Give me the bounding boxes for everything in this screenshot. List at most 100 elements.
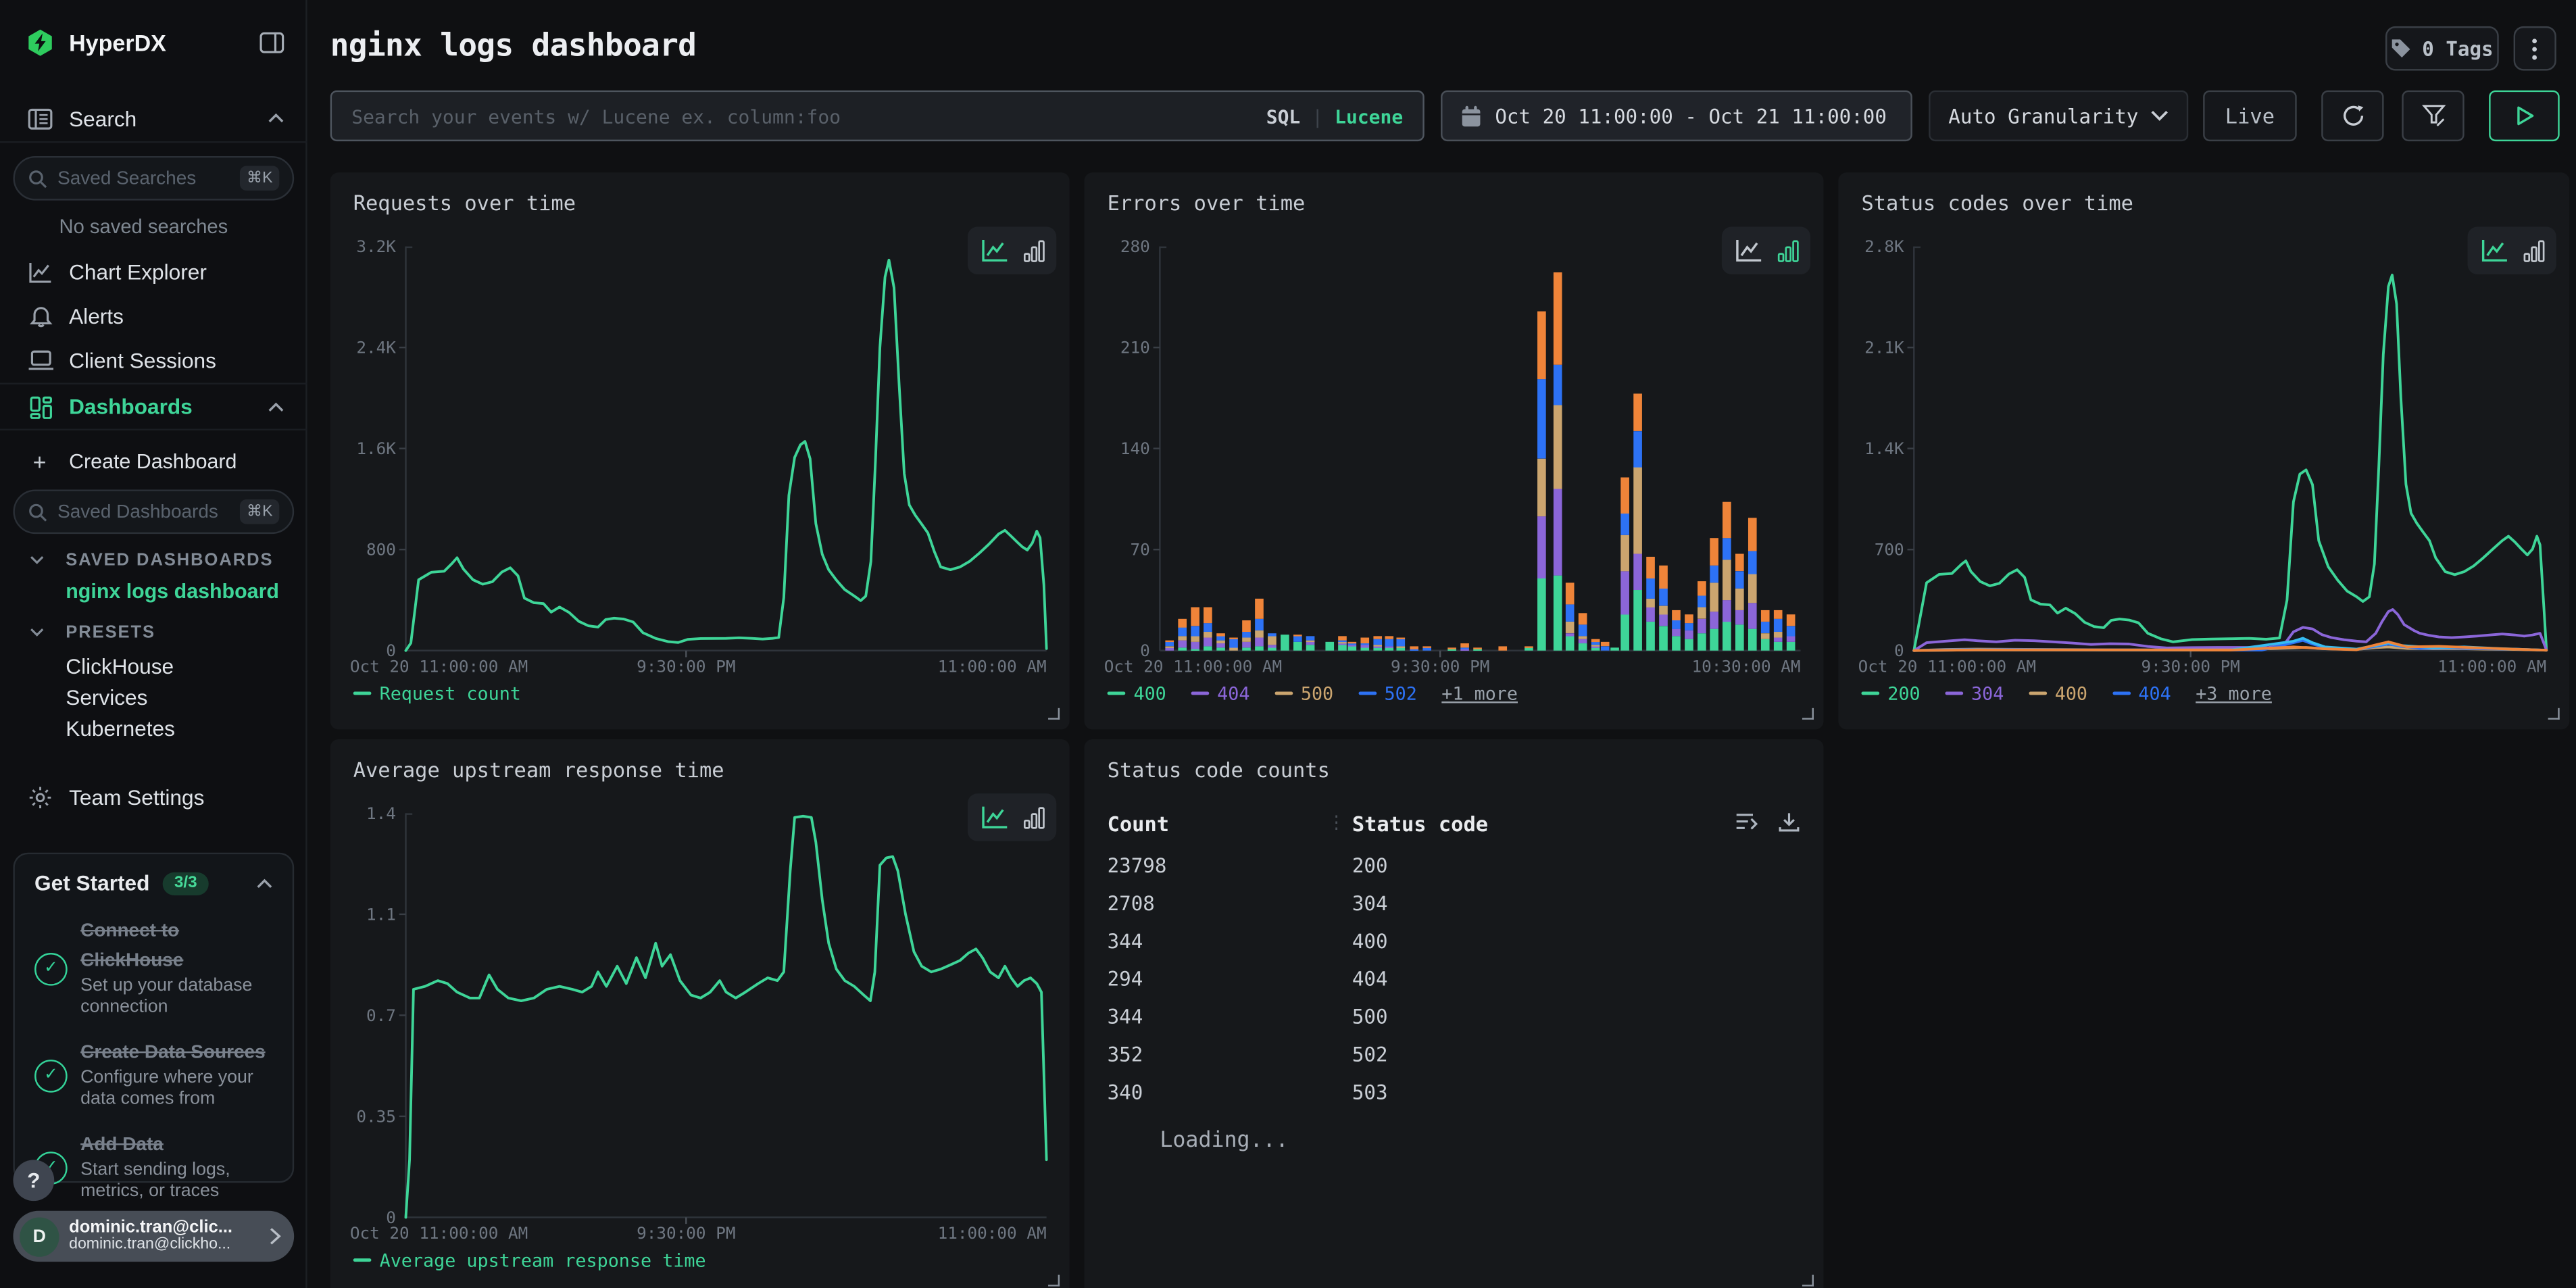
column-drag-handle[interactable]: ⋮ [1327,812,1345,833]
chevron-right-icon [270,1227,281,1245]
cell-status-code: 502 [1352,1043,1388,1066]
column-header-status-code[interactable]: Status code [1352,812,1488,836]
saved-dashboards-group[interactable]: SAVED DASHBOARDS [0,547,307,574]
line-chart-icon[interactable] [2480,239,2508,263]
granularity-select[interactable]: Auto Granularity [1929,91,2188,141]
svg-text:2.1K: 2.1K [1864,338,1904,357]
panel-requests-over-time: Requests over time 08001.6K2.4K3.2K Oct … [330,172,1070,729]
legend-more-link[interactable]: +1 more [1441,683,1518,705]
event-search-input[interactable]: SQL | Lucene [330,91,1425,141]
legend-item: Request count [353,683,521,705]
bar-chart-icon[interactable] [1022,806,1044,828]
bar-chart-icon[interactable] [2523,239,2544,262]
sidebar-item-team-settings[interactable]: Team Settings [0,775,307,820]
x-axis-labels: Oct 20 11:00:00 AM9:30:00 PM10:30:00 AM [1104,659,1804,680]
sidebar-item-dashboards[interactable]: Dashboards [0,385,307,429]
cell-count: 340 [1108,1081,1143,1104]
column-settings-icon[interactable] [1735,812,1761,833]
column-header-count[interactable]: Count [1108,812,1170,836]
live-button[interactable]: Live [2203,91,2297,141]
help-button[interactable]: ? [13,1160,54,1201]
x-tick-mid: 9:30:00 PM [2141,659,2240,677]
shortcut-badge: ⌘K [240,166,279,191]
line-chart-icon[interactable] [1734,239,1762,263]
chart-type-toggle[interactable] [968,793,1056,841]
panel-upstream-response-time: Average upstream response time 00.350.71… [330,739,1070,1288]
calendar-icon [1460,104,1482,127]
download-icon[interactable] [1777,812,1800,833]
saved-dashboards-input[interactable]: ⌘K [13,489,294,534]
chart-type-toggle[interactable] [968,226,1056,274]
chevron-up-icon [268,114,284,124]
step-title: Add Data [80,1135,164,1154]
bar-chart-icon[interactable] [1022,239,1044,262]
user-menu[interactable]: D dominic.tran@clic... dominic.tran@clic… [13,1211,294,1262]
get-started-step[interactable]: ✓ Connect to ClickHouse Set up your data… [34,915,273,1020]
resize-handle[interactable] [1048,708,1060,720]
saved-searches-field[interactable] [57,168,240,188]
legend-more-link[interactable]: +3 more [2196,683,2272,705]
chart-type-toggle[interactable] [2468,226,2556,274]
saved-searches-input[interactable]: ⌘K [13,156,294,201]
collapse-sidebar-icon[interactable] [259,32,284,53]
create-dashboard-button[interactable]: + Create Dashboard [0,441,307,482]
errors-chart[interactable]: 070140210280 [1104,235,1804,659]
plus-icon: + [33,449,47,472]
sql-toggle[interactable]: SQL [1266,104,1301,127]
get-started-header[interactable]: Get Started 3/3 [34,870,273,895]
panel-status-code-counts: Status code counts Count ⋮ Status code 2… [1085,739,1824,1288]
bell-icon [26,304,54,328]
lucene-toggle[interactable]: Lucene [1335,104,1403,127]
bar-chart-icon[interactable] [1777,239,1798,262]
line-chart-icon[interactable] [980,805,1008,829]
line-chart-icon[interactable] [980,239,1008,263]
sidebar-item-nginx-dashboard[interactable]: nginx logs dashboard [66,580,279,603]
cell-count: 344 [1108,930,1143,953]
run-query-button[interactable] [2489,91,2560,141]
get-started-step[interactable]: ✓ Create Data Sources Configure where yo… [34,1037,273,1112]
svg-text:0.35: 0.35 [356,1106,396,1126]
saved-dashboards-field[interactable] [57,502,240,522]
legend-item: 404 [2112,683,2171,705]
resize-handle[interactable] [2548,708,2560,720]
legend-swatch [1358,692,1377,695]
cell-status-code: 404 [1352,968,1388,991]
get-started-step[interactable]: ✓ Add Data Start sending logs, metrics, … [34,1128,273,1203]
requests-chart[interactable]: 08001.6K2.4K3.2K [350,235,1050,659]
presets-group[interactable]: PRESETS [0,620,307,646]
sidebar-item-alerts[interactable]: Alerts [0,294,307,339]
svg-text:1.4K: 1.4K [1864,439,1904,458]
resize-handle[interactable] [1048,1275,1060,1287]
refresh-button[interactable] [2321,91,2383,141]
sidebar-item-clickhouse[interactable]: ClickHouse [66,654,174,678]
date-range-value: Oct 20 11:00:00 - Oct 21 11:00:00 [1495,104,1887,127]
chart-type-toggle[interactable] [1722,226,1810,274]
create-dashboard-label: Create Dashboard [69,449,237,472]
filter-funnel-icon [2421,103,2445,128]
date-range-picker[interactable]: Oct 20 11:00:00 - Oct 21 11:00:00 [1441,91,1912,141]
sidebar-item-kubernetes[interactable]: Kubernetes [66,716,175,741]
user-email: dominic.tran@clickho... [69,1237,270,1256]
sidebar-item-services[interactable]: Services [66,685,147,710]
kebab-menu-button[interactable] [2514,26,2556,71]
sidebar-item-chart-explorer[interactable]: Chart Explorer [0,250,307,295]
resize-handle[interactable] [1802,708,1814,720]
x-tick-right: 11:00:00 AM [938,659,1047,677]
app-window: HyperDX Search ⌘K No saved searches Char… [0,0,2576,1288]
sidebar-item-client-sessions[interactable]: Client Sessions [0,339,307,383]
filter-button[interactable] [2402,91,2464,141]
upstream-chart[interactable]: 00.350.71.11.4 [350,801,1050,1225]
svg-text:1.1: 1.1 [366,904,396,924]
svg-text:280: 280 [1120,237,1150,256]
resize-handle[interactable] [1802,1275,1814,1287]
sidebar-item-search[interactable]: Search [0,95,307,141]
event-search-field[interactable] [351,104,1266,127]
no-saved-searches-text: No saved searches [59,215,228,238]
cell-count: 352 [1108,1043,1143,1066]
svg-text:700: 700 [1875,540,1904,560]
hyperdx-logo-icon [26,28,54,57]
chevron-up-icon[interactable] [256,878,272,888]
tags-button[interactable]: 0 Tags [2385,26,2499,71]
status-codes-chart[interactable]: 07001.4K2.1K2.8K [1858,235,2550,659]
svg-text:70: 70 [1131,540,1150,560]
